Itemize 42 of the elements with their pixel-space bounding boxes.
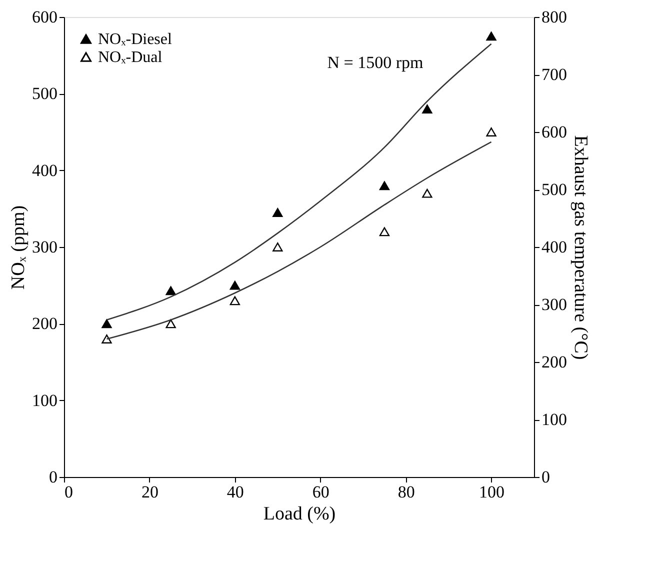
y-tick-label: 600	[32, 8, 58, 26]
y2-tick-label: 600	[542, 122, 567, 142]
y-tick-label: 500	[32, 84, 58, 104]
annotation: N = 1500 rpm	[327, 53, 424, 72]
y2-tick-label: 700	[542, 65, 567, 84]
point	[230, 296, 240, 306]
point	[379, 181, 390, 190]
point	[102, 319, 112, 328]
x-tick-label: 60	[312, 482, 330, 502]
point	[422, 104, 432, 114]
y2-tick-label: 400	[542, 238, 567, 256]
legend-label: NOₓ-Dual	[98, 49, 163, 66]
point	[102, 334, 112, 344]
legend-label: NOₓ-Diesel	[98, 31, 173, 48]
y2-tick-label: 500	[542, 180, 567, 199]
y-tick-label: 100	[32, 390, 58, 410]
x-tick-label: 20	[141, 482, 158, 502]
y2-axis-title: Exhaust gas temperature (°C)	[570, 135, 591, 360]
y2-tick-label: 300	[542, 295, 567, 314]
point	[272, 242, 283, 252]
y-tick-label: 300	[32, 238, 58, 256]
point	[486, 32, 496, 41]
y-tick-label: 0	[49, 468, 58, 486]
y2-tick-label: 800	[542, 8, 567, 26]
y-tick-label: 200	[32, 314, 58, 334]
y-tick-label: 400	[32, 160, 58, 180]
x-tick-label: 0	[64, 482, 73, 502]
point	[272, 208, 283, 217]
x-tick-label: 100	[479, 482, 505, 502]
point	[166, 286, 176, 296]
point	[422, 188, 432, 198]
y2-tick-label: 100	[542, 410, 567, 429]
x-tick-label: 40	[226, 482, 244, 502]
y2-tick-label: 0	[542, 468, 550, 486]
point	[230, 280, 240, 290]
x-tick-label: 80	[398, 482, 415, 502]
point	[166, 319, 176, 328]
x-axis-title: Load (%)	[263, 504, 336, 524]
point	[486, 128, 496, 136]
y-axis-title: NOₓ (ppm)	[8, 205, 29, 290]
y2-tick-label: 200	[542, 352, 567, 372]
point	[379, 227, 390, 236]
